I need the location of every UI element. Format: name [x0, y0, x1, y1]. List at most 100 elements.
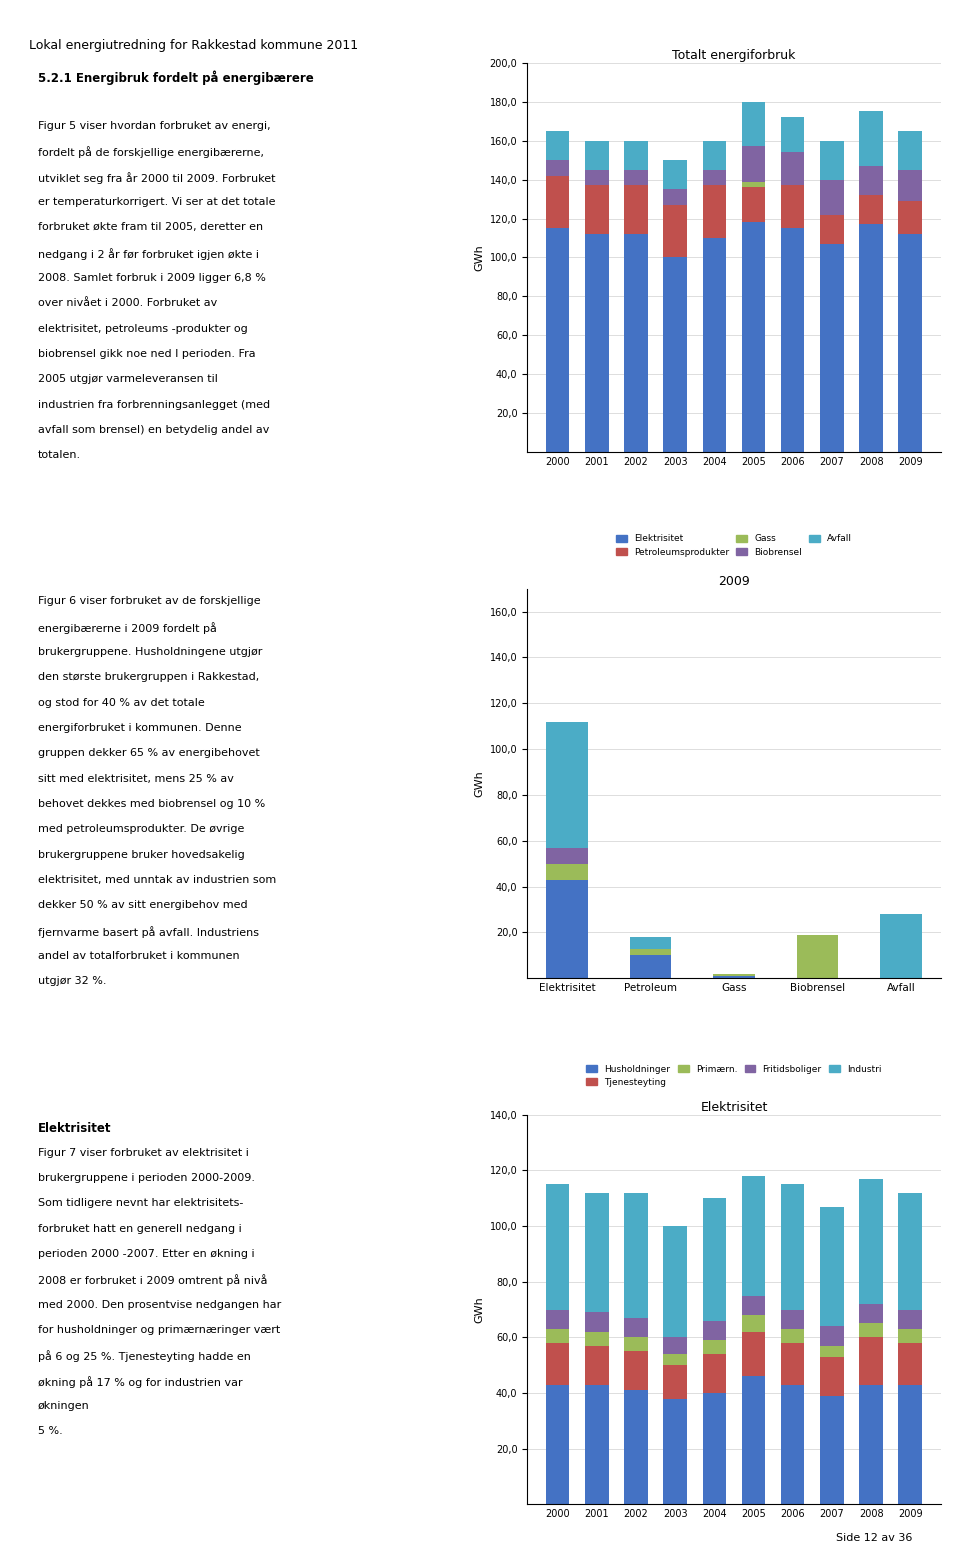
Bar [742, 146, 765, 182]
Text: energibærerne i 2009 fordelt på: energibærerne i 2009 fordelt på [37, 622, 217, 633]
Text: fordelt på de forskjellige energibærerne,: fordelt på de forskjellige energibærerne… [37, 146, 264, 158]
Y-axis label: GWh: GWh [474, 1296, 484, 1323]
Text: med 2000. Den prosentvise nedgangen har: med 2000. Den prosentvise nedgangen har [37, 1299, 281, 1310]
Bar [820, 1346, 844, 1357]
Bar [586, 1312, 609, 1332]
Title: Totalt energiforbruk: Totalt energiforbruk [672, 49, 796, 61]
Bar [820, 1357, 844, 1396]
Bar [820, 180, 844, 215]
Text: økning på 17 % og for industrien var: økning på 17 % og for industrien var [37, 1376, 243, 1388]
Bar [546, 879, 588, 978]
Bar [820, 215, 844, 244]
Bar [630, 948, 671, 956]
Text: industrien fra forbrenningsanlegget (med: industrien fra forbrenningsanlegget (med [37, 400, 270, 409]
Bar [663, 1225, 687, 1337]
Bar [546, 848, 588, 863]
Text: avfall som brensel) en betydelig andel av: avfall som brensel) en betydelig andel a… [37, 425, 269, 436]
Bar [663, 190, 687, 205]
Bar [703, 169, 726, 185]
Bar [703, 238, 726, 453]
Bar [713, 976, 755, 978]
Title: 2009: 2009 [718, 575, 750, 588]
Text: energiforbruket i kommunen. Denne: energiforbruket i kommunen. Denne [37, 722, 242, 733]
Bar [546, 132, 569, 160]
Text: på 6 og 25 %. Tjenesteyting hadde en: på 6 og 25 %. Tjenesteyting hadde en [37, 1351, 251, 1362]
Text: for husholdninger og primærnæringer vært: for husholdninger og primærnæringer vært [37, 1326, 280, 1335]
Bar [546, 1343, 569, 1385]
Text: elektrisitet, med unntak av industrien som: elektrisitet, med unntak av industrien s… [37, 874, 276, 885]
Text: Figur 5 Utvikling i bruk av energibærere: Figur 5 Utvikling i bruk av energibærere [630, 600, 838, 611]
Bar [586, 1332, 609, 1346]
Bar [820, 244, 844, 453]
Bar [624, 1337, 648, 1351]
Bar [624, 1390, 648, 1504]
Bar [703, 141, 726, 169]
Bar [742, 223, 765, 453]
Bar [742, 102, 765, 146]
Text: fjernvarme basert på avfall. Industriens: fjernvarme basert på avfall. Industriens [37, 926, 259, 937]
Bar [899, 1385, 922, 1504]
Bar [546, 863, 588, 879]
Text: sitt med elektrisitet, mens 25 % av: sitt med elektrisitet, mens 25 % av [37, 774, 234, 784]
Bar [899, 233, 922, 453]
Text: Lokal energiutredning for Rakkestad kommune 2011: Lokal energiutredning for Rakkestad komm… [29, 39, 358, 52]
Bar [663, 160, 687, 190]
Bar [781, 229, 804, 453]
Text: dekker 50 % av sitt energibehov med: dekker 50 % av sitt energibehov med [37, 901, 248, 910]
Bar [546, 722, 588, 848]
Bar [624, 233, 648, 453]
Text: utviklet seg fra år 2000 til 2009. Forbruket: utviklet seg fra år 2000 til 2009. Forbr… [37, 172, 276, 183]
Bar [859, 1304, 883, 1324]
Bar [899, 201, 922, 233]
Text: 2008 er forbruket i 2009 omtrent på nivå: 2008 er forbruket i 2009 omtrent på nivå [37, 1274, 268, 1287]
Bar [820, 141, 844, 180]
Text: 2008. Samlet forbruk i 2009 ligger 6,8 %: 2008. Samlet forbruk i 2009 ligger 6,8 % [37, 273, 266, 284]
Bar [586, 141, 609, 169]
Bar [663, 257, 687, 453]
Bar [820, 1207, 844, 1326]
Bar [546, 1385, 569, 1504]
Bar [859, 111, 883, 166]
Bar [899, 169, 922, 201]
Bar [703, 1321, 726, 1340]
Bar [586, 1385, 609, 1504]
Bar [546, 160, 569, 176]
Text: andel av totalforbruket i kommunen: andel av totalforbruket i kommunen [37, 951, 240, 961]
Bar [742, 1296, 765, 1315]
Text: 5 %.: 5 %. [37, 1426, 62, 1437]
Bar [742, 188, 765, 223]
Text: 5.2.1 Energibruk fordelt på energibærere: 5.2.1 Energibruk fordelt på energibærere [37, 71, 314, 85]
Bar [624, 1192, 648, 1318]
Bar [859, 1385, 883, 1504]
Text: forbruket økte fram til 2005, deretter en: forbruket økte fram til 2005, deretter e… [37, 223, 263, 232]
Text: Figur 6 viser forbruket av de forskjellige: Figur 6 viser forbruket av de forskjelli… [37, 597, 260, 606]
Text: forbruket hatt en generell nedgang i: forbruket hatt en generell nedgang i [37, 1224, 242, 1233]
Bar [630, 937, 671, 948]
Text: totalen.: totalen. [37, 450, 81, 461]
Bar [586, 169, 609, 185]
Bar [899, 1343, 922, 1385]
Text: og stod for 40 % av det totale: og stod for 40 % av det totale [37, 697, 204, 708]
Bar [624, 1351, 648, 1390]
Bar [859, 1337, 883, 1385]
Text: med petroleumsprodukter. De øvrige: med petroleumsprodukter. De øvrige [37, 824, 244, 834]
Bar [781, 1329, 804, 1343]
Text: nedgang i 2 år før forbruket igjen økte i: nedgang i 2 år før forbruket igjen økte … [37, 248, 259, 260]
Bar [820, 1326, 844, 1346]
Bar [624, 1318, 648, 1337]
Text: økningen: økningen [37, 1401, 89, 1410]
Text: brukergruppene i perioden 2000-2009.: brukergruppene i perioden 2000-2009. [37, 1174, 255, 1183]
Text: gruppen dekker 65 % av energibehovet: gruppen dekker 65 % av energibehovet [37, 749, 259, 758]
Bar [742, 1332, 765, 1376]
Bar [781, 118, 804, 152]
Bar [546, 176, 569, 229]
Text: Figur 5 viser hvordan forbruket av energi,: Figur 5 viser hvordan forbruket av energ… [37, 121, 271, 132]
Bar [703, 1199, 726, 1321]
Bar [859, 1324, 883, 1337]
Y-axis label: GWh: GWh [474, 244, 484, 271]
Title: Elektrisitet: Elektrisitet [700, 1100, 768, 1114]
Bar [546, 229, 569, 453]
Bar [781, 1343, 804, 1385]
Text: Som tidligere nevnt har elektrisitets-: Som tidligere nevnt har elektrisitets- [37, 1199, 243, 1208]
Bar [546, 1185, 569, 1310]
